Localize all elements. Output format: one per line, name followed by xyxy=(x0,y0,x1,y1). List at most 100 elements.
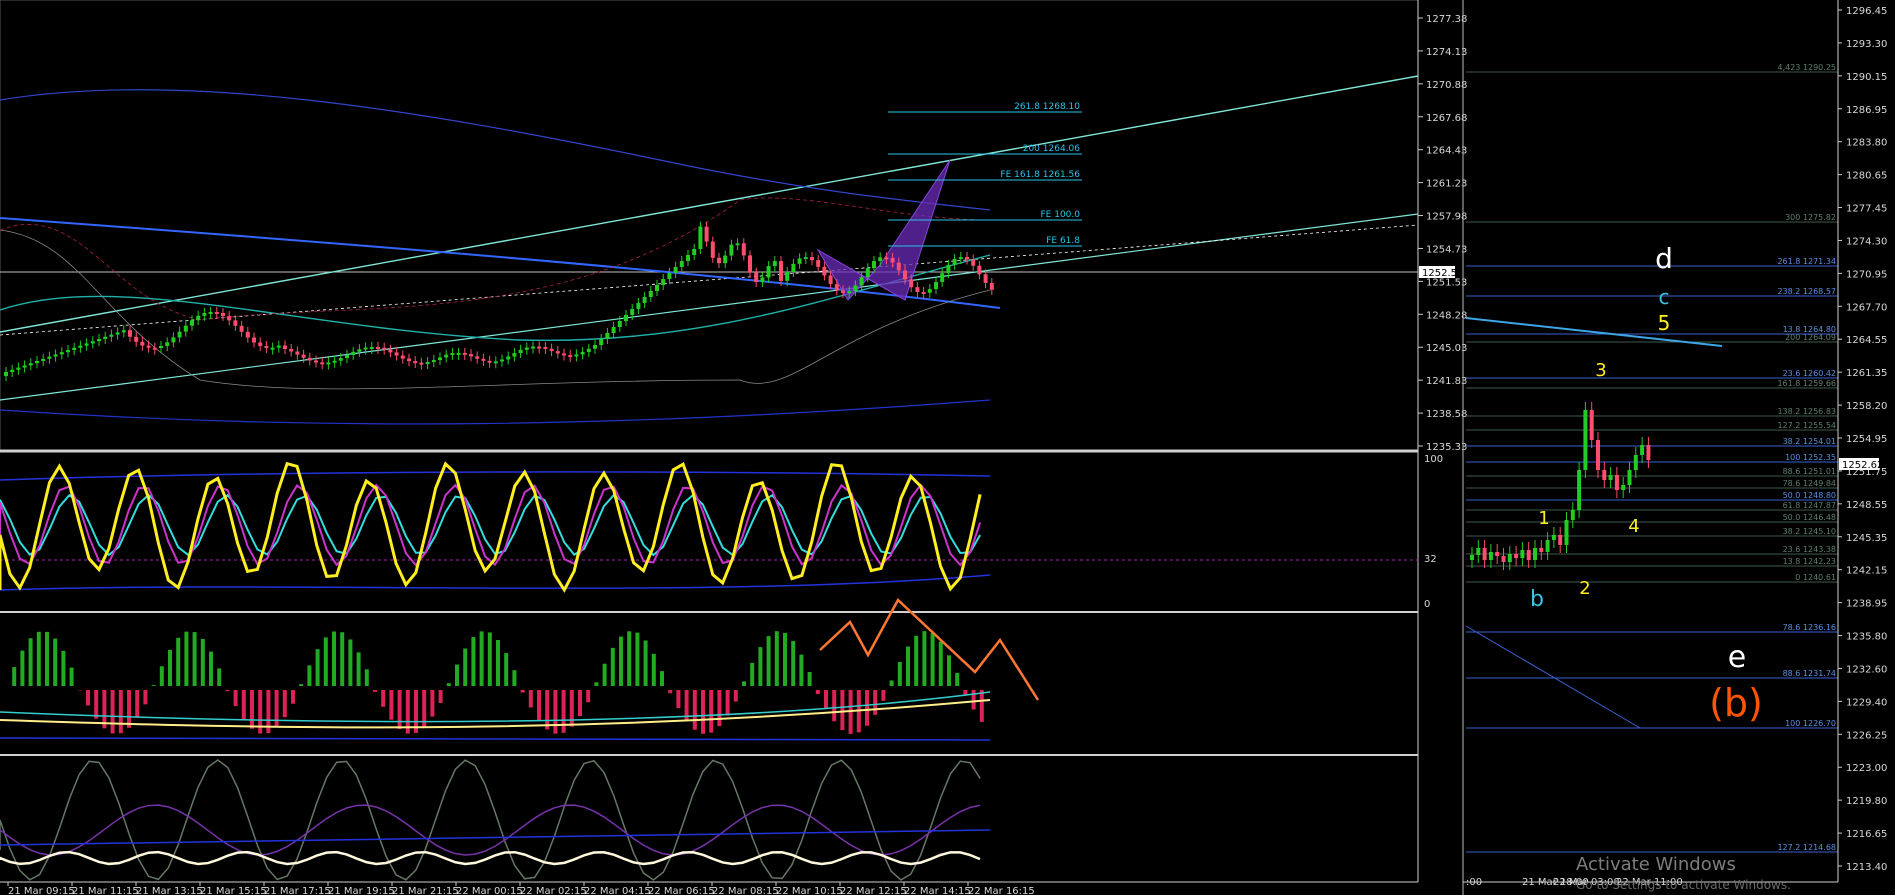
histogram-bar xyxy=(291,690,295,704)
histogram-bar xyxy=(512,670,517,686)
histogram-bar xyxy=(45,631,49,686)
right-candle-body xyxy=(1640,445,1645,455)
histogram-bar xyxy=(217,668,222,686)
candle-body xyxy=(183,325,188,332)
candle-body xyxy=(865,268,870,278)
candle-body xyxy=(562,353,566,356)
candle-body xyxy=(407,358,411,362)
right-fib-label: 23.6 1260.42 xyxy=(1783,369,1836,378)
candle-body xyxy=(586,348,591,353)
histogram-bar xyxy=(356,652,361,686)
candle-body xyxy=(841,290,845,293)
histogram-bar xyxy=(947,655,951,686)
histogram-bar xyxy=(315,649,320,686)
histogram-bar xyxy=(332,631,336,686)
histogram-bar xyxy=(414,690,418,733)
candle-body xyxy=(958,257,963,260)
right-fib-label: 13.8 1242.23 xyxy=(1783,557,1836,566)
candle-body xyxy=(177,331,182,338)
right-price-axis-label: 1254.95 xyxy=(1846,434,1887,445)
candle-body xyxy=(518,349,523,354)
candle-body xyxy=(785,271,790,281)
histogram-bar xyxy=(651,653,656,686)
price-axis-label: 1235.33 xyxy=(1426,442,1467,453)
candle-body xyxy=(140,341,145,346)
right-price-axis-label: 1223.00 xyxy=(1846,763,1887,774)
candle-body xyxy=(419,362,424,365)
right-price-axis-label: 1264.55 xyxy=(1846,335,1887,346)
candle-body xyxy=(524,347,529,350)
histogram-bar xyxy=(619,636,623,686)
price-axis-label: 1254.73 xyxy=(1426,244,1467,255)
candle-body xyxy=(549,348,554,352)
price-axis-label: 1261.23 xyxy=(1426,179,1467,190)
histogram-bar xyxy=(692,690,697,730)
candle-body xyxy=(171,337,176,343)
right-candle-body xyxy=(1495,552,1500,556)
right-price-axis-label: 1286.95 xyxy=(1846,105,1887,116)
histogram-bar xyxy=(266,690,271,734)
candle-body xyxy=(909,279,914,288)
histogram-bar xyxy=(479,631,484,686)
stoch-main-line xyxy=(0,461,982,593)
candle-body xyxy=(295,351,300,355)
histogram-bar xyxy=(250,690,254,729)
candle-body xyxy=(915,287,920,293)
histogram-bar xyxy=(914,635,919,686)
candle-body xyxy=(648,291,653,297)
right-price-axis-label: 1219.80 xyxy=(1846,796,1887,807)
price-axis-label: 1277.38 xyxy=(1426,14,1467,25)
candle-body xyxy=(258,342,263,347)
right-fib-label: 23.6 1243.38 xyxy=(1783,545,1836,554)
candle-body xyxy=(921,292,926,295)
candle-body xyxy=(679,261,684,267)
candle-body xyxy=(791,263,796,272)
histogram-bar xyxy=(897,662,902,686)
histogram-bar xyxy=(364,669,369,686)
candle-body xyxy=(810,257,814,261)
right-price-axis-label: 1238.95 xyxy=(1846,599,1887,610)
right-price-axis-label: 1242.15 xyxy=(1846,566,1887,577)
right-price-axis-label: 1235.80 xyxy=(1846,632,1887,643)
histogram-bar xyxy=(176,637,181,686)
candle-body xyxy=(803,257,808,260)
right-fib-label: 238.2 1268.57 xyxy=(1777,287,1836,296)
time-axis-label: 21 Mar 13:15 xyxy=(136,886,203,895)
bollinger-dashed xyxy=(0,197,991,321)
histogram-bar xyxy=(118,690,123,734)
right-fib-label: 13.8 1264.80 xyxy=(1783,325,1836,334)
histogram-bar xyxy=(750,662,755,686)
candle-body xyxy=(16,367,21,370)
histogram-bar xyxy=(930,633,935,686)
candle-body xyxy=(965,257,969,260)
right-candle-body xyxy=(1608,475,1613,480)
candle-body xyxy=(989,282,994,290)
histogram-bar xyxy=(94,690,99,719)
candle-body xyxy=(636,303,641,309)
candle-body xyxy=(934,281,938,290)
mid-ma xyxy=(0,254,991,342)
candle-body xyxy=(345,354,349,359)
candle-body xyxy=(4,372,8,376)
time-axis-label: 21 Mar 17:15 xyxy=(264,886,331,895)
candle-body xyxy=(710,241,715,258)
time-axis-label: 22 Mar 06:15 xyxy=(648,886,715,895)
histogram-bar xyxy=(594,682,599,686)
histogram-bar xyxy=(299,684,304,686)
fib-level-label: FE 61.8 xyxy=(1046,236,1080,246)
histogram-bar xyxy=(807,671,812,686)
candle-body xyxy=(388,349,393,353)
candle-body xyxy=(617,321,622,327)
histogram-bar xyxy=(496,639,500,686)
right-candle-body xyxy=(1514,554,1519,558)
candle-body xyxy=(506,356,511,360)
candle-body xyxy=(574,354,579,357)
wave-label-two: 2 xyxy=(1579,578,1590,599)
candle-body xyxy=(326,362,331,365)
right-fib-label: 161.8 1259.66 xyxy=(1777,379,1836,388)
candle-body xyxy=(903,270,907,280)
candle-body xyxy=(400,355,405,359)
price-axis-label: 1274.13 xyxy=(1426,47,1467,58)
purple-line xyxy=(0,804,981,856)
